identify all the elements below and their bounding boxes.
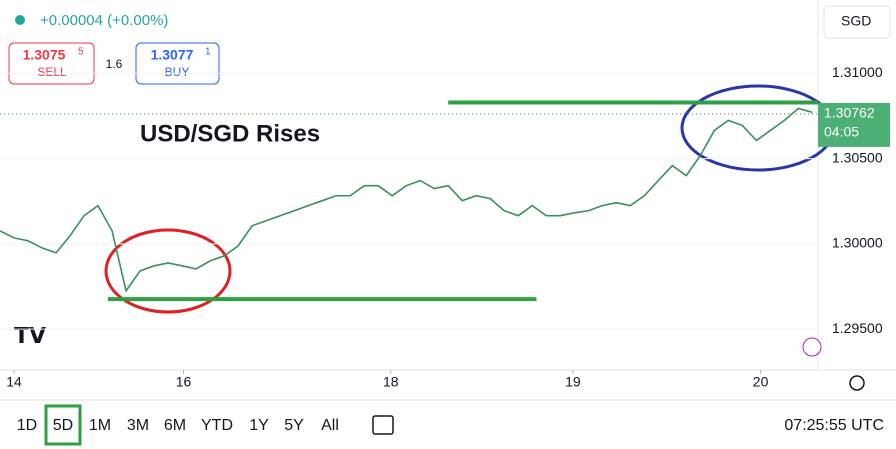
y-tick-label: 1.29500 (832, 320, 883, 336)
annotation-ellipse (680, 84, 836, 172)
buy-price: 1.3077 (151, 47, 194, 63)
selected-range (44, 404, 82, 446)
logo: 𝗧𝗩 (14, 323, 46, 348)
icon[interactable] (802, 337, 822, 357)
range-button[interactable]: YTD (201, 417, 233, 434)
sell-price: 1.3075 (23, 47, 66, 63)
status-dot (15, 15, 25, 25)
chart-title: USD/SGD Rises (140, 120, 320, 147)
x-tick-label: 20 (753, 374, 769, 390)
range-button[interactable]: 5D (53, 417, 73, 434)
current-price-box (818, 102, 890, 147)
range-button[interactable]: 1D (17, 417, 37, 434)
price-line (0, 107, 813, 293)
x-tick-label: 19 (565, 374, 581, 390)
y-tick-label: 1.31000 (832, 64, 883, 80)
currency-button[interactable] (823, 5, 891, 39)
x-tick-label: 18 (383, 374, 399, 390)
countdown: 04:05 (824, 124, 859, 140)
x-tick-label: 14 (6, 374, 22, 390)
range-button[interactable]: All (321, 417, 339, 434)
spread: 1.6 (106, 57, 123, 71)
range-button[interactable]: 3M (127, 417, 149, 434)
annotation-ellipse (104, 228, 232, 314)
y-tick-label: 1.30500 (832, 149, 883, 165)
y-tick-label: 1.30000 (832, 235, 883, 251)
currency: SGD (841, 13, 871, 29)
current-price-label: 1.30762 (824, 105, 875, 121)
settings-icon[interactable] (849, 375, 865, 391)
range-button[interactable]: 1Y (249, 417, 269, 434)
range-button[interactable]: 1M (89, 417, 111, 434)
sell-pip: 5 (78, 47, 84, 58)
clock: 07:25:55 UTC (784, 417, 884, 434)
range-button[interactable]: 6M (164, 417, 186, 434)
sell-label: SELL (37, 65, 67, 79)
buy-label: BUY (165, 65, 190, 79)
change: +0.00004 (+0.00%) (40, 12, 168, 29)
range-button[interactable]: 5Y (284, 417, 304, 434)
buy-pip: 1 (205, 47, 211, 58)
calendar-icon[interactable] (372, 415, 394, 435)
x-tick-label: 16 (176, 374, 192, 390)
